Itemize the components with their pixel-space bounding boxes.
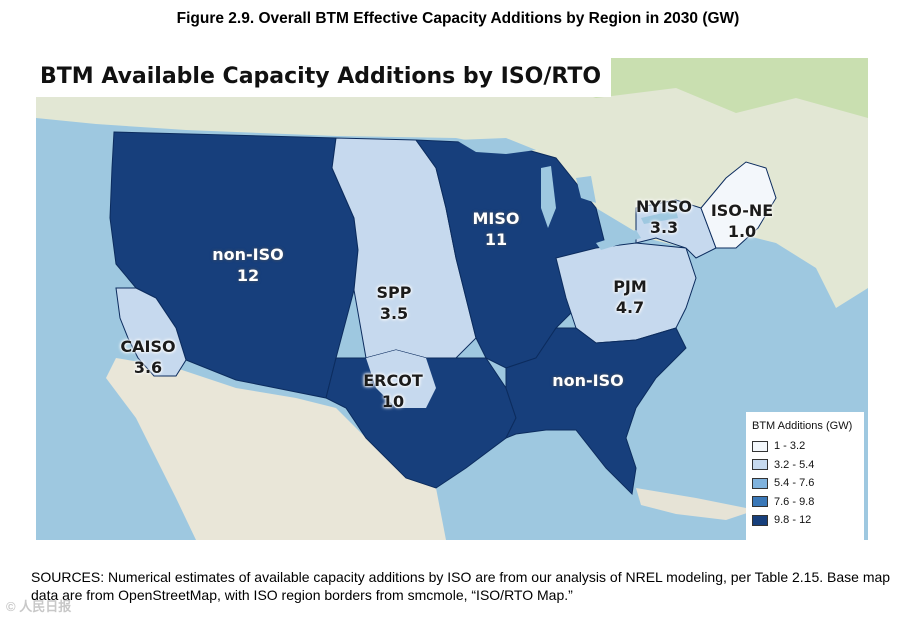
label-value: 3.5 [379, 304, 409, 323]
region-non-iso-southeast[interactable] [504, 327, 687, 496]
lake-superior [456, 138, 536, 154]
label-name: non-ISO [212, 245, 284, 264]
label-value: 1.0 [727, 222, 757, 241]
label-name: non-ISO [552, 371, 624, 390]
ercot-light-area [366, 350, 436, 408]
label-value: 10 [381, 392, 405, 411]
legend-swatch [752, 477, 768, 489]
legend-label: 1 - 3.2 [774, 440, 806, 453]
region-caiso[interactable] [115, 287, 187, 377]
map-title: BTM Available Capacity Additions by ISO/… [36, 58, 612, 97]
label-name: SPP [376, 283, 412, 302]
lake-erie [596, 230, 641, 250]
map[interactable]: BTM Available Capacity Additions by ISO/… [36, 58, 868, 540]
label-name: ISO-NE [710, 201, 774, 220]
legend-swatch [752, 514, 768, 526]
label-name: MISO [472, 209, 520, 228]
legend-swatch [752, 440, 768, 452]
figure-title: Figure 2.9. Overall BTM Effective Capaci… [176, 10, 740, 27]
legend-item: 9.8 - 12 [752, 511, 858, 530]
legend-item: 1 - 3.2 [752, 437, 858, 456]
lake-michigan [541, 166, 556, 228]
label-value: 3.3 [649, 218, 679, 237]
legend-label: 3.2 - 5.4 [774, 458, 815, 471]
watermark: © 人民日报 [6, 599, 72, 614]
legend-item: 7.6 - 9.8 [752, 493, 858, 512]
legend: BTM Additions (GW) 1 - 3.2 3.2 - 5.4 5.4… [746, 412, 864, 540]
legend-label: 9.8 - 12 [774, 514, 812, 527]
lake-ontario [641, 210, 678, 224]
label-non-iso-southeast: non-ISO [550, 370, 626, 391]
mexico-land [106, 358, 446, 540]
legend-swatch [752, 496, 768, 508]
region-pjm[interactable] [555, 242, 697, 344]
label-iso-ne: ISO-NE 1.0 [708, 200, 776, 242]
sources-note: SOURCES: Numerical estimates of availabl… [31, 569, 891, 603]
label-name: PJM [613, 277, 647, 296]
label-ercot: ERCOT 10 [358, 370, 428, 412]
region-nyiso[interactable] [635, 199, 717, 259]
label-caiso: CAISO 3.6 [118, 336, 178, 378]
label-value: 12 [236, 266, 260, 285]
label-nyiso: NYISO 3.3 [632, 196, 696, 238]
legend-label: 5.4 - 7.6 [774, 477, 815, 490]
canada-land [36, 58, 868, 308]
lake-huron [576, 176, 596, 203]
label-value: 11 [484, 230, 508, 249]
label-name: ERCOT [363, 371, 423, 390]
label-name: CAISO [120, 337, 176, 356]
label-miso: MISO 11 [466, 208, 526, 250]
legend-item: 3.2 - 5.4 [752, 456, 858, 475]
label-spp: SPP 3.5 [364, 282, 424, 324]
map-canvas [36, 58, 868, 540]
label-name: NYISO [635, 197, 693, 216]
label-pjm: PJM 4.7 [600, 276, 660, 318]
caribbean-land [636, 488, 756, 520]
label-value: 3.6 [133, 358, 163, 377]
legend-label: 7.6 - 9.8 [774, 495, 815, 508]
legend-swatch [752, 459, 768, 471]
label-non-iso-west: non-ISO 12 [208, 244, 288, 286]
legend-item: 5.4 - 7.6 [752, 474, 858, 493]
label-value: 4.7 [615, 298, 645, 317]
region-iso-ne[interactable] [700, 161, 777, 249]
legend-title: BTM Additions (GW) [752, 420, 853, 432]
